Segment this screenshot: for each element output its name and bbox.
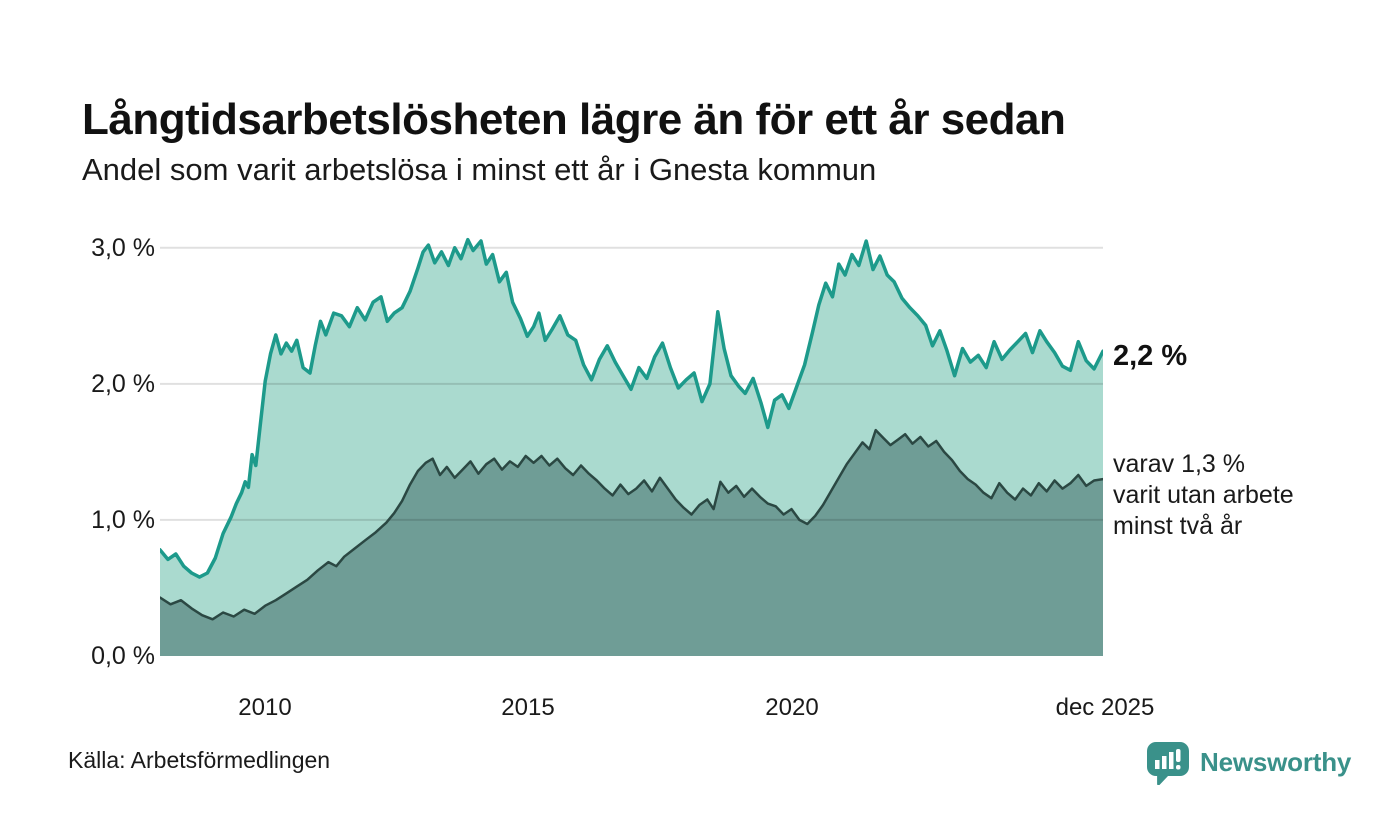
latest-two-year-value-label: varav 1,3 % varit utan arbete minst två … xyxy=(1113,449,1294,542)
y-tick-2: 2,0 % xyxy=(91,370,155,398)
unemployment-area-chart xyxy=(160,237,1103,656)
line-two-year xyxy=(160,428,1103,621)
two-year-label-line-1: varav 1,3 % xyxy=(1113,450,1246,478)
newsworthy-wordmark: Newsworthy xyxy=(1200,747,1352,777)
y-tick-3: 3,0 % xyxy=(91,234,155,262)
y-tick-1: 1,0 % xyxy=(91,506,155,534)
y-tick-0: 0,0 % xyxy=(91,642,155,670)
two-year-label-line-3: minst två år xyxy=(1113,512,1243,540)
x-tick-dec-2025: dec 2025 xyxy=(1055,694,1155,721)
line-total xyxy=(160,237,1103,579)
area-two-year xyxy=(160,430,1103,656)
x-tick-2010: 2010 xyxy=(238,694,292,721)
plot-area xyxy=(160,207,1103,656)
source-attribution: Källa: Arbetsförmedlingen xyxy=(68,747,331,773)
x-tick-2020: 2020 xyxy=(765,694,819,721)
x-tick-2015: 2015 xyxy=(501,694,555,721)
newsworthy-bar-chart-bubble-icon xyxy=(1147,742,1189,785)
two-year-label-line-2: varit utan arbete xyxy=(1113,481,1294,509)
page-title: Långtidsarbetslösheten lägre än för ett … xyxy=(82,95,1066,145)
newsworthy-logo: Newsworthy xyxy=(1146,741,1351,785)
chart-subtitle: Andel som varit arbetslösa i minst ett å… xyxy=(82,152,877,187)
latest-total-value-label: 2,2 % xyxy=(1113,340,1188,372)
